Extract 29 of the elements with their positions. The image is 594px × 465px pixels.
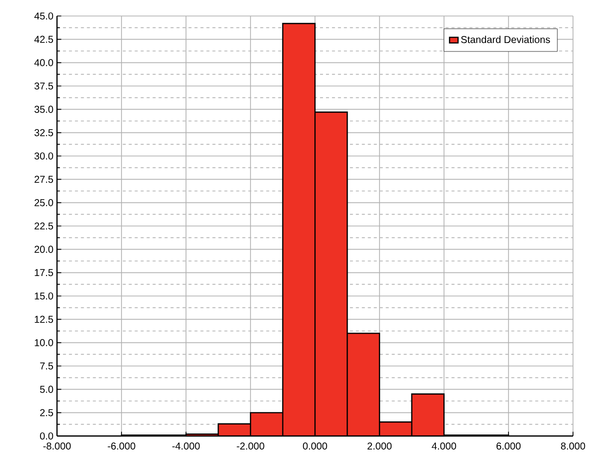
y-tick-label: 15.0 (34, 292, 54, 300)
x-tick-label: 2.000 (368, 442, 392, 450)
y-tick-label: 10.0 (34, 339, 54, 346)
x-tick-label: 6.000 (496, 442, 521, 450)
y-tick-label: 30.0 (34, 152, 54, 160)
legend-label: Standard Deviations (461, 36, 550, 44)
y-tick-label: 40.0 (34, 59, 54, 66)
y-tick-label: 42.5 (34, 36, 54, 43)
y-tick-label: 20.0 (34, 246, 54, 253)
y-tick-label: 22.5 (34, 222, 54, 230)
x-tick-label: 4.000 (432, 442, 456, 450)
x-tick-label: -2.000 (236, 442, 264, 450)
y-tick-label: 2.5 (40, 409, 54, 416)
y-tick-label: 12.5 (34, 316, 54, 323)
y-tick-label: 0.0 (40, 432, 54, 440)
y-tick-label: 35.0 (34, 106, 54, 113)
x-tick-label: 0.000 (302, 442, 328, 450)
y-tick-label: 25.0 (34, 199, 54, 206)
y-tick-label: 27.5 (34, 176, 54, 183)
y-tick-label: 5.0 (40, 386, 54, 393)
y-tick-label: 7.5 (40, 362, 54, 370)
x-tick-label: -4.000 (172, 442, 200, 450)
y-tick-label: 37.5 (34, 82, 54, 90)
y-tick-label: 17.5 (34, 269, 54, 276)
y-tick-label: 32.5 (34, 129, 54, 136)
y-tick-label: 45.0 (34, 12, 54, 20)
x-tick-label: 8.000 (560, 442, 586, 450)
x-tick-label: -6.000 (108, 442, 136, 450)
x-tick-label: -8.000 (43, 442, 71, 450)
